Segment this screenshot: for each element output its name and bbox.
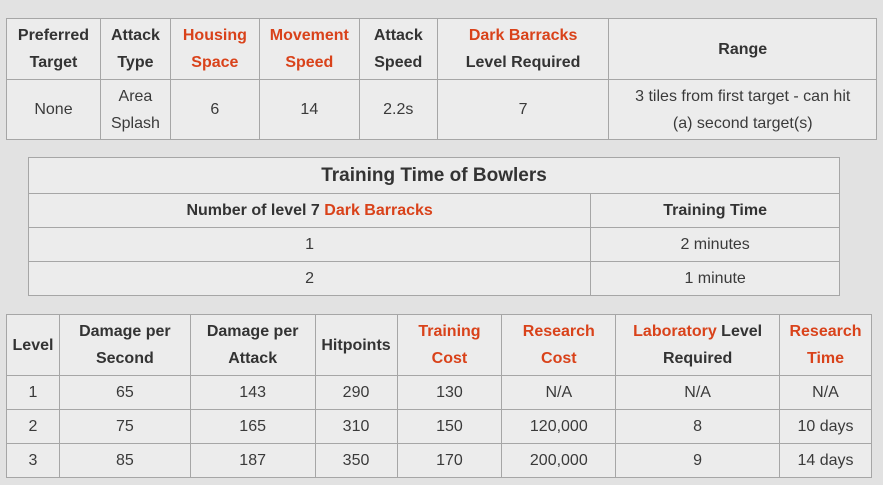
research-cost-cell: 200,000 [501, 443, 617, 478]
header-number-of-barracks: Number of level 7 Dark Barracks [27, 193, 592, 228]
dark-barracks-link-2[interactable]: Dark Barracks [324, 202, 433, 219]
header-housing-space[interactable]: Housing Space [169, 18, 260, 80]
value-attack-speed: 2.2s [358, 79, 438, 140]
level-cell: 2 [6, 409, 60, 444]
movement-speed-link[interactable]: Movement Speed [269, 27, 349, 71]
header-attack-type: Attack Type [99, 18, 171, 80]
header-level: Level [6, 314, 60, 376]
laboratory-link[interactable]: Laboratory [633, 323, 717, 340]
training-time: 1 minute [590, 261, 840, 296]
training-cost-cell: 150 [396, 409, 503, 444]
research-time-cell: N/A [778, 375, 873, 410]
training-title: Training Time of Bowlers [28, 157, 840, 194]
header-research-cost[interactable]: Research Cost [501, 314, 617, 376]
training-cost-link[interactable]: Training Cost [418, 323, 481, 367]
research-time-cell: 10 days [778, 409, 873, 444]
training-time-table: Training Time of Bowlers Number of level… [27, 157, 840, 296]
training-title-row: Training Time of Bowlers [28, 157, 840, 194]
value-range: 3 tiles from first target - can hit (a) … [608, 79, 877, 140]
level-row: 1 65 143 290 130 N/A N/A N/A [6, 375, 873, 410]
header-dpa: Damage per Attack [189, 314, 316, 376]
header-training-cost[interactable]: Training Cost [396, 314, 503, 376]
level-stats-table: Level Damage per Second Damage per Attack … [6, 314, 873, 478]
training-count: 1 [27, 227, 592, 262]
value-preferred-target: None [6, 79, 101, 140]
housing-space-link[interactable]: Housing Space [182, 27, 247, 71]
research-time-link[interactable]: Research Time [789, 323, 862, 367]
dps-cell: 85 [58, 443, 191, 478]
stats-table: Preferred Target Attack Type Housing Spa… [6, 18, 877, 140]
value-attack-type: Area Splash [99, 79, 171, 140]
header-dps: Damage per Second [58, 314, 191, 376]
lab-level-cell: 8 [615, 409, 780, 444]
header-movement-speed[interactable]: Movement Speed [258, 18, 360, 80]
hitpoints-cell: 290 [314, 375, 398, 410]
training-time: 2 minutes [590, 227, 840, 262]
header-attack-speed: Attack Speed [358, 18, 438, 80]
dpa-cell: 165 [189, 409, 316, 444]
training-row: 1 2 minutes [27, 227, 840, 262]
header-research-time[interactable]: Research Time [778, 314, 873, 376]
research-time-cell: 14 days [778, 443, 873, 478]
dps-cell: 75 [58, 409, 191, 444]
training-count: 2 [27, 261, 592, 296]
dps-cell: 65 [58, 375, 191, 410]
stats-value-row: None Area Splash 6 14 2.2s 7 3 tiles fro… [6, 79, 877, 140]
value-movement-speed: 14 [258, 79, 360, 140]
lab-level-cell: 9 [615, 443, 780, 478]
research-cost-cell: 120,000 [501, 409, 617, 444]
level-cell: 1 [6, 375, 60, 410]
lab-level-cell: N/A [615, 375, 780, 410]
stats-header-row: Preferred Target Attack Type Housing Spa… [6, 18, 877, 80]
header-range: Range [608, 18, 877, 80]
hitpoints-cell: 350 [314, 443, 398, 478]
level-row: 3 85 187 350 170 200,000 9 14 days [6, 443, 873, 478]
dpa-cell: 187 [189, 443, 316, 478]
research-cost-cell: N/A [501, 375, 617, 410]
level-cell: 3 [6, 443, 60, 478]
training-header-row: Number of level 7 Dark Barracks Training… [27, 193, 840, 228]
research-cost-link[interactable]: Research Cost [522, 323, 595, 367]
training-cost-cell: 170 [396, 443, 503, 478]
value-dark-barracks-level: 7 [436, 79, 610, 140]
header-training-time: Training Time [590, 193, 840, 228]
level-row: 2 75 165 310 150 120,000 8 10 days [6, 409, 873, 444]
header-lab-level: Laboratory Level Required [615, 314, 780, 376]
level-header-row: Level Damage per Second Damage per Attack … [6, 314, 873, 376]
dpa-cell: 143 [189, 375, 316, 410]
training-row: 2 1 minute [27, 261, 840, 296]
training-cost-cell: 130 [396, 375, 503, 410]
header-dark-barracks-level: Dark Barracks Level Required [436, 18, 610, 80]
header-preferred-target: Preferred Target [6, 18, 101, 80]
value-housing-space: 6 [169, 79, 260, 140]
dark-barracks-link[interactable]: Dark Barracks [468, 27, 578, 44]
header-hitpoints: Hitpoints [314, 314, 398, 376]
hitpoints-cell: 310 [314, 409, 398, 444]
